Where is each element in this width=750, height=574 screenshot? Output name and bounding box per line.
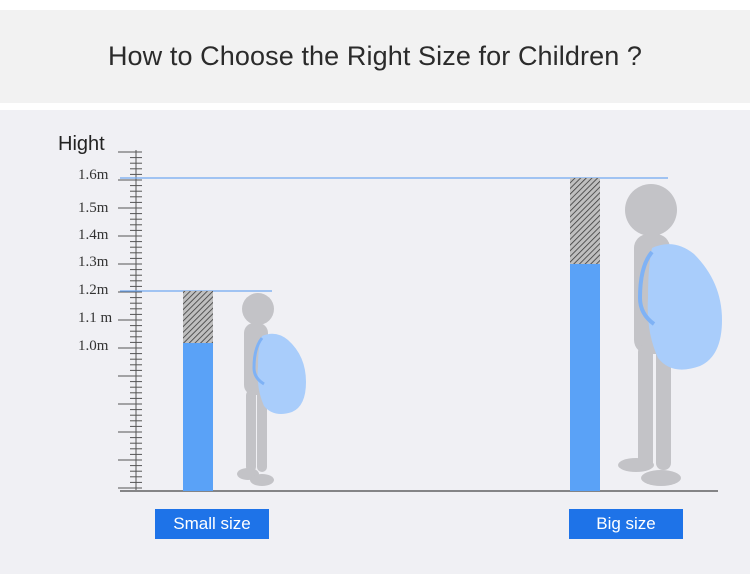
tick-label-1-1m: 1.1 m — [78, 310, 113, 326]
axis-label: Hight — [58, 133, 105, 155]
big-bar — [570, 264, 600, 491]
ruler — [118, 150, 142, 490]
ruler-ticks — [118, 151, 142, 489]
tick-label-1-5m: 1.5m — [78, 200, 109, 216]
small-size-button[interactable]: Small size — [155, 509, 269, 539]
tick-label-1-0m: 1.0m — [78, 338, 109, 354]
page-title: How to Choose the Right Size for Childre… — [107, 41, 643, 71]
illustration-panel — [0, 110, 750, 574]
header-band — [0, 10, 750, 103]
big-size-button[interactable]: Big size — [569, 509, 683, 539]
backpack-small — [252, 333, 306, 414]
big-bar-extra — [570, 178, 600, 264]
tick-label-1-3m: 1.3m — [78, 254, 109, 270]
backpack-big — [637, 244, 722, 370]
tick-label-1-6m: 1.6m — [78, 167, 109, 183]
small-bar-extra — [183, 291, 213, 343]
tick-label-1-4m: 1.4m — [78, 227, 109, 243]
small-bar — [183, 343, 213, 491]
tick-label-1-2m: 1.2m — [78, 282, 109, 298]
